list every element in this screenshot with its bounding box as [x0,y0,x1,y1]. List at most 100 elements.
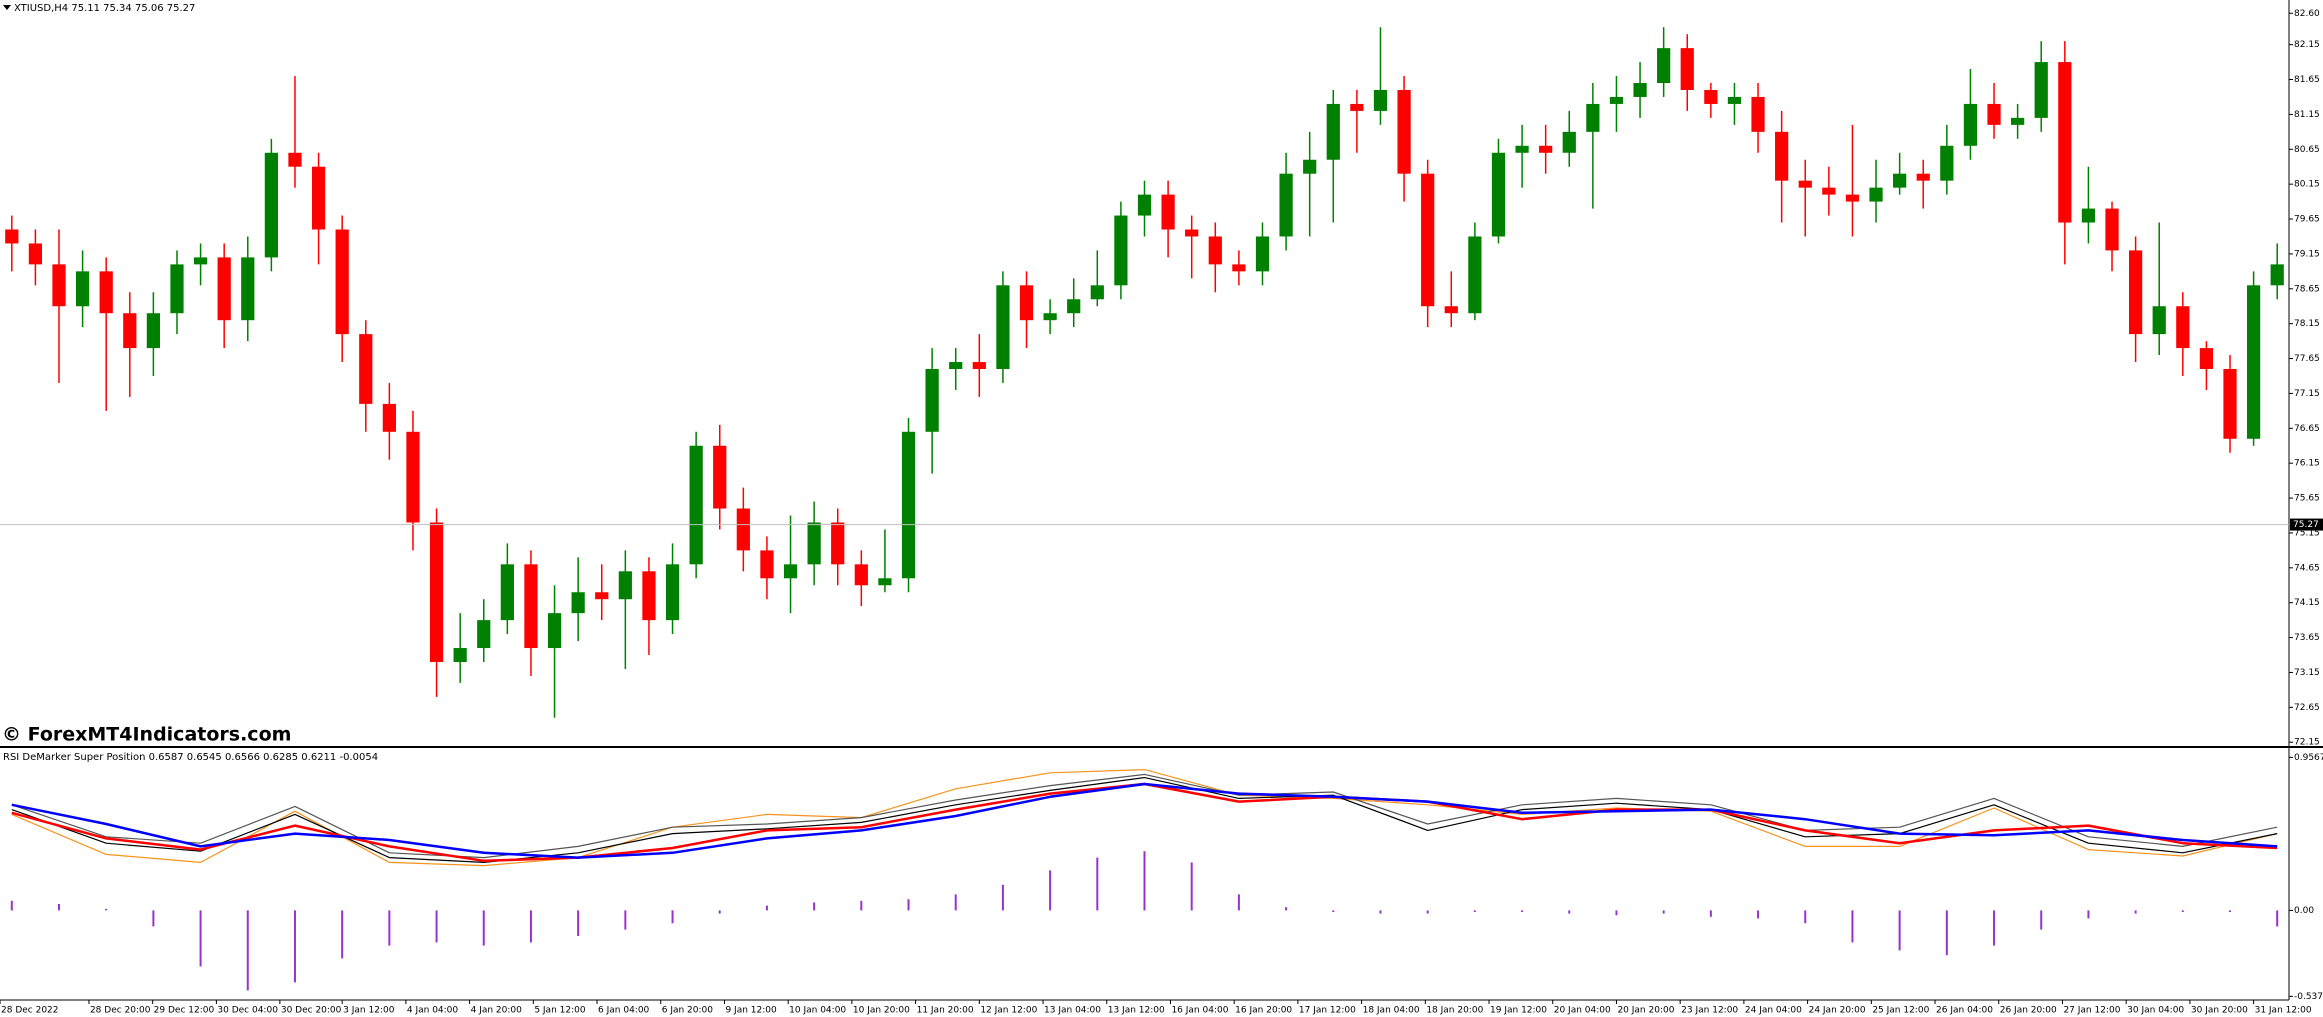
x-tick-label: 6 Jan 20:00 [662,1006,714,1016]
x-tick-label: 3 Jan 12:00 [343,1006,395,1016]
y-tick-label: 0.00 [2294,906,2314,916]
candle-body [477,620,491,649]
y-tick-label: 80.65 [2294,145,2320,155]
candle-body [1350,103,1364,111]
symbol-menu-icon[interactable] [3,5,11,10]
candle-body [1019,285,1034,321]
x-tick-label: 27 Jan 12:00 [2063,1006,2120,1016]
candle-body [1114,215,1128,286]
candle-body [1751,96,1765,132]
y-tick-label: 74.65 [2294,563,2320,573]
candle-body [264,152,278,258]
candle-body [972,362,986,370]
candle-body [547,613,562,649]
x-tick-label: 24 Jan 20:00 [1809,1006,1866,1016]
candle-body [146,313,160,349]
candle-body [689,445,703,565]
candle-body [878,578,892,586]
y-tick-label: 72.65 [2294,703,2320,713]
candle-body [2176,306,2190,349]
candle-body [1727,96,1742,104]
candle-body [1822,187,1836,195]
x-tick-label: 5 Jan 12:00 [534,1006,586,1016]
candle-body [453,648,467,662]
candle-body [1539,145,1553,153]
candle-body [1491,152,1506,237]
candle-body [1609,96,1624,104]
candle-body [500,564,514,621]
candle-body [311,166,326,230]
y-tick-label: 73.15 [2294,668,2320,678]
y-tick-label: 73.65 [2294,633,2320,643]
candle-body [1326,103,1340,160]
candle-body [2081,208,2096,223]
watermark: © ForexMT4Indicators.com [2,724,291,746]
candle-body [217,257,231,321]
candle-body [949,362,963,370]
candle-body [1255,236,1270,272]
candle-body [1704,89,1718,104]
candle-body [1161,194,1175,230]
y-tick-label: 78.15 [2294,319,2320,329]
candle-body [1397,89,1411,174]
candle-body [1208,236,1222,265]
candle-body [524,564,538,649]
indicator-line [11,782,2278,859]
candle-body [429,522,444,662]
y-tick-label: 0.9567 [2294,753,2323,763]
candle-body [1043,313,1057,321]
candle-body [1562,131,1576,153]
y-tick-label: 82.15 [2294,40,2320,50]
candle-body [760,550,774,579]
x-tick-label: 19 Jan 12:00 [1490,1006,1547,1016]
x-tick-label: 10 Jan 04:00 [789,1006,846,1016]
candle-body [1373,89,1388,111]
candle-body [170,264,184,314]
x-tick-label: 13 Jan 04:00 [1044,1006,1101,1016]
x-tick-label: 9 Jan 12:00 [725,1006,777,1016]
candle-body [1090,285,1104,300]
y-tick-label: 79.15 [2294,249,2320,259]
candle-body [2129,250,2143,335]
candle-body [1916,173,1930,181]
symbol-header: XTIUSD,H4 75.11 75.34 75.06 75.27 [14,3,195,14]
candle-body [1067,299,1081,314]
x-tick-label: 13 Jan 12:00 [1108,1006,1165,1016]
y-tick-label: 76.15 [2294,459,2320,469]
candle-body [288,152,302,167]
candle-body [193,257,208,265]
candle-body [335,229,349,335]
x-tick-label: 28 Dec 20:00 [90,1006,151,1016]
candle-body [2034,62,2048,118]
candle-body [736,508,750,551]
x-tick-label: 20 Jan 04:00 [1554,1006,1611,1016]
candle-body [2058,62,2072,223]
x-tick-label: 23 Jan 12:00 [1681,1006,1738,1016]
x-tick-label: 10 Jan 20:00 [853,1006,910,1016]
candle-body [99,271,113,314]
candle-body [28,243,43,265]
candle-body [618,571,632,600]
x-tick-label: 30 Jan 20:00 [2191,1006,2248,1016]
candle-body [665,564,680,621]
candle-body [783,564,798,579]
x-tick-label: 28 Dec 2022 [1,1006,59,1016]
x-tick-label: 24 Jan 04:00 [1745,1006,1802,1016]
candle-body [642,571,656,621]
x-tick-label: 4 Jan 04:00 [407,1006,459,1016]
candle-body [1963,103,1978,146]
x-tick-label: 18 Jan 04:00 [1363,1006,1420,1016]
candle-body [382,403,396,432]
x-tick-label: 17 Jan 12:00 [1299,1006,1356,1016]
candle-body [2270,264,2284,286]
candle-body [406,431,420,523]
indicator-header: RSI DeMarker Super Position 0.6587 0.654… [3,752,378,763]
candle-body [901,431,916,579]
candle-body [1515,145,1529,153]
candle-body [2223,369,2237,439]
candle-body [75,271,90,307]
y-tick-label: -0.537 [2294,992,2323,1002]
candle-body [359,334,373,404]
